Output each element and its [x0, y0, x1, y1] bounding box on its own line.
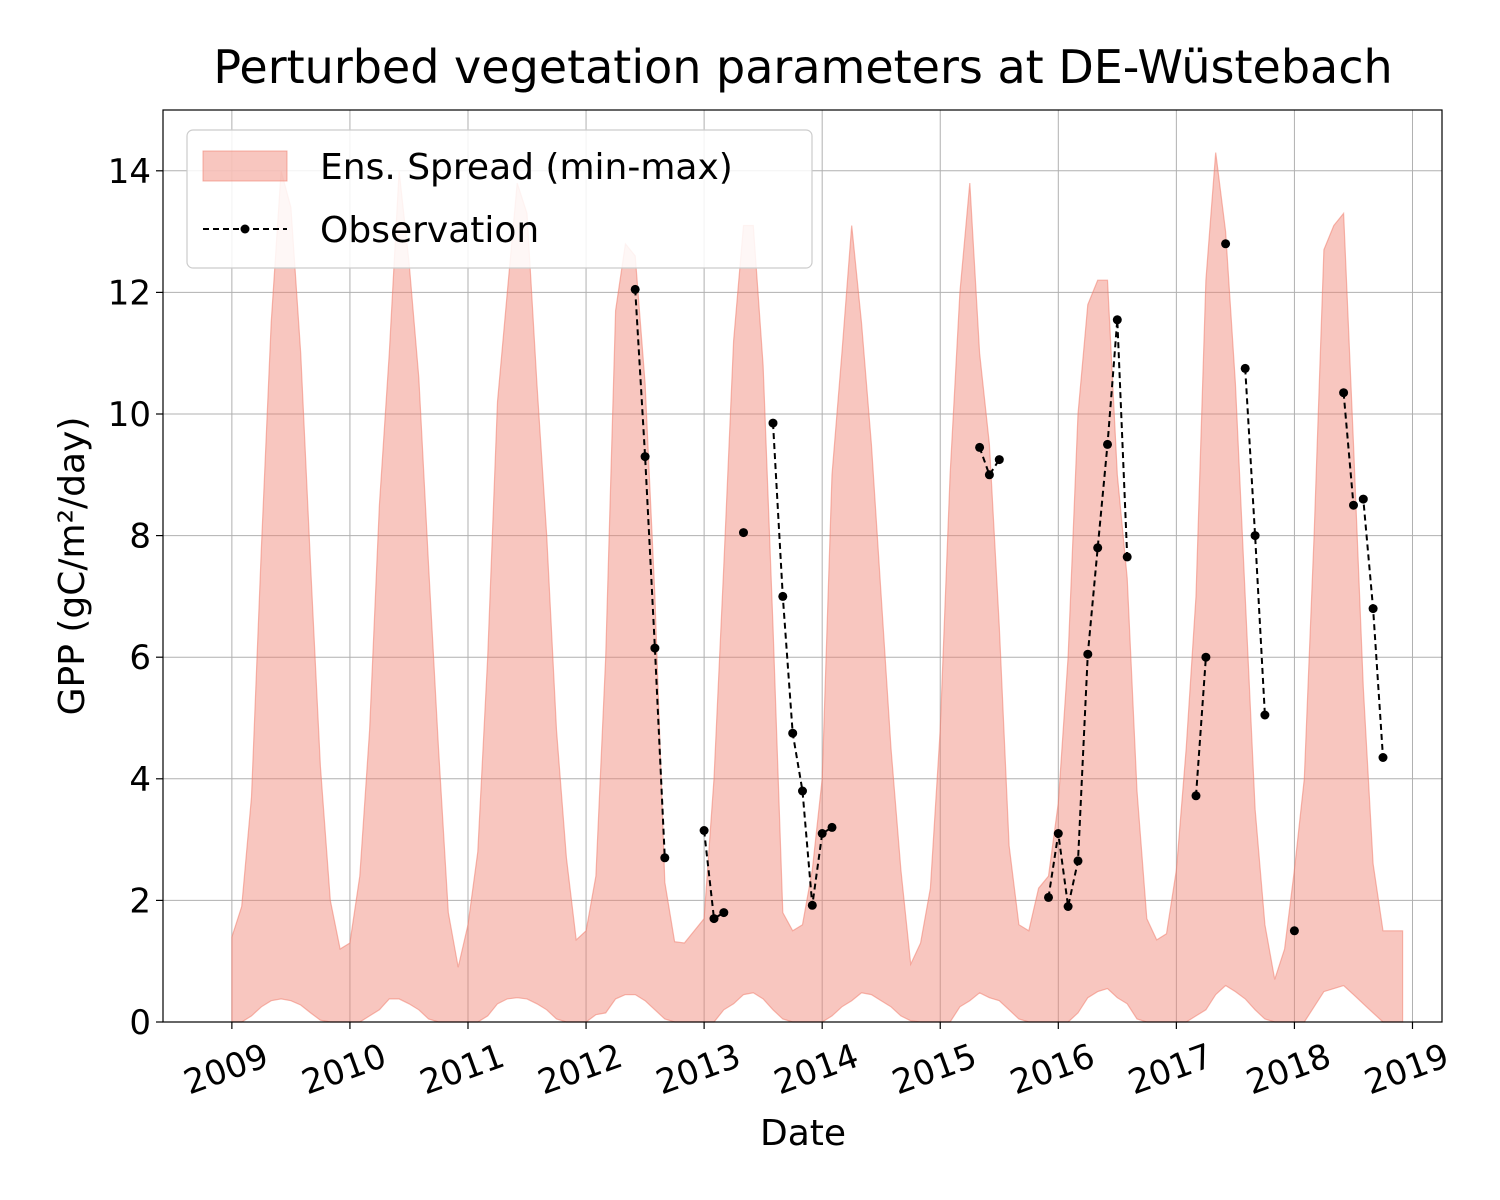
legend-spread-swatch [202, 150, 288, 182]
y-axis-ticks: 0 2 4 6 8 10 12 14 [108, 152, 163, 1043]
observation-point [827, 822, 837, 832]
observation-point [1240, 363, 1250, 373]
observation-point [1358, 494, 1368, 504]
observation-point [1260, 710, 1270, 720]
observation-point [1103, 439, 1112, 449]
y-tick-label: 2 [129, 881, 151, 921]
y-tick-label: 6 [129, 638, 151, 678]
legend-frame [186, 129, 813, 269]
observation-line [1244, 368, 1266, 716]
observation-point [788, 728, 798, 738]
observation-point [1112, 315, 1122, 325]
observation-point [1349, 500, 1358, 510]
observation-point [1339, 388, 1349, 398]
observation-point [798, 786, 807, 796]
legend: Ens. Spread (min-max) Observation [186, 129, 813, 269]
observation-point [699, 826, 709, 835]
observation-point [994, 455, 1004, 465]
observation-point [1368, 604, 1378, 614]
y-tick-label: 10 [108, 395, 151, 435]
legend-spread-label: Ens. Spread (min-max) [320, 147, 733, 188]
observation-line [634, 289, 666, 858]
plot-frame [162, 109, 1443, 1023]
observation-point [650, 643, 660, 653]
observation-point [1122, 552, 1132, 562]
observation-point [709, 914, 719, 924]
observation-point [817, 829, 827, 838]
observation-point [1093, 543, 1103, 553]
observation-point [1201, 652, 1211, 662]
y-tick-label: 14 [108, 152, 151, 192]
y-tick-label: 0 [129, 1003, 151, 1043]
observation-point [1063, 902, 1073, 911]
observation-point [768, 418, 778, 428]
observation-point [1191, 791, 1201, 801]
observation-line [1195, 657, 1207, 796]
y-tick-label: 4 [129, 760, 151, 800]
y-tick-label: 8 [129, 517, 151, 557]
observation-point [630, 284, 640, 294]
observation-point [719, 908, 729, 918]
observation-point [778, 591, 788, 601]
observation-series [630, 239, 1388, 936]
legend-observation-marker [240, 224, 250, 234]
y-tick-label: 12 [108, 273, 151, 313]
observation-point [1083, 649, 1093, 659]
chart-title: Perturbed vegetation parameters at DE-Wü… [213, 40, 1392, 94]
y-axis-label: GPP (gC/m²/day) [52, 417, 93, 716]
observation-point [660, 853, 670, 863]
observation-point [1378, 753, 1388, 762]
observation-point [1053, 829, 1063, 838]
observation-point [807, 900, 817, 910]
observation-point [975, 442, 985, 452]
observation-point [1289, 926, 1299, 936]
observation-point [1221, 239, 1231, 249]
observation-point [1044, 892, 1053, 902]
observation-point [1250, 531, 1260, 541]
observation-point [984, 470, 994, 480]
x-axis-label: Date [760, 1113, 846, 1154]
legend-observation-label: Observation [320, 210, 539, 251]
observation-point [1073, 856, 1083, 866]
observation-point [640, 452, 650, 462]
observation-point [739, 528, 748, 538]
observation-line [978, 447, 1001, 478]
